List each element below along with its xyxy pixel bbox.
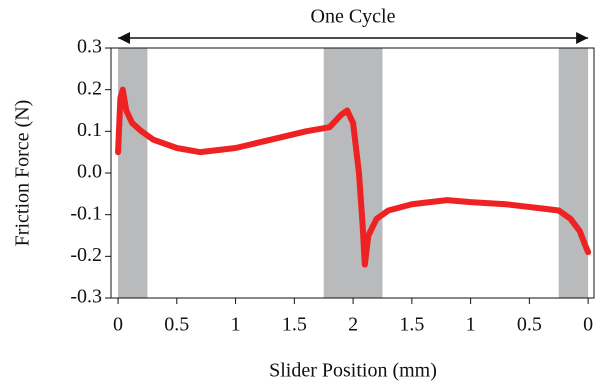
x-tick-label: 0.5	[164, 314, 189, 336]
y-tick-label: 0.2	[77, 77, 102, 99]
x-tick-label: 1	[466, 314, 476, 336]
x-tick-label: 0	[583, 314, 593, 336]
y-tick-label: 0.3	[77, 36, 102, 58]
data-line	[115, 86, 592, 268]
x-tick-label: 0.5	[517, 314, 542, 336]
x-tick-label: 1.5	[399, 314, 424, 336]
y-tick-label: -0.1	[70, 202, 102, 224]
y-tick-label: 0.0	[77, 161, 102, 183]
y-axis-label: Friction Force (N)	[12, 100, 34, 247]
plot-frame	[110, 47, 595, 299]
y-tick-label: -0.2	[70, 244, 102, 266]
y-tick-label: 0.1	[77, 119, 102, 141]
x-tick-label: 0	[113, 314, 123, 336]
y-tick-label: -0.3	[70, 286, 102, 308]
annotation: One Cycle	[311, 6, 396, 28]
shaded-region	[558, 48, 589, 298]
shaded-region	[118, 48, 148, 298]
x-tick-label: 1	[231, 314, 241, 336]
x-tick-label: 1.5	[282, 314, 307, 336]
x-tick-label: 2	[348, 314, 358, 336]
x-axis-label: Slider Position (mm)	[269, 360, 437, 382]
shaded-region	[323, 48, 383, 298]
